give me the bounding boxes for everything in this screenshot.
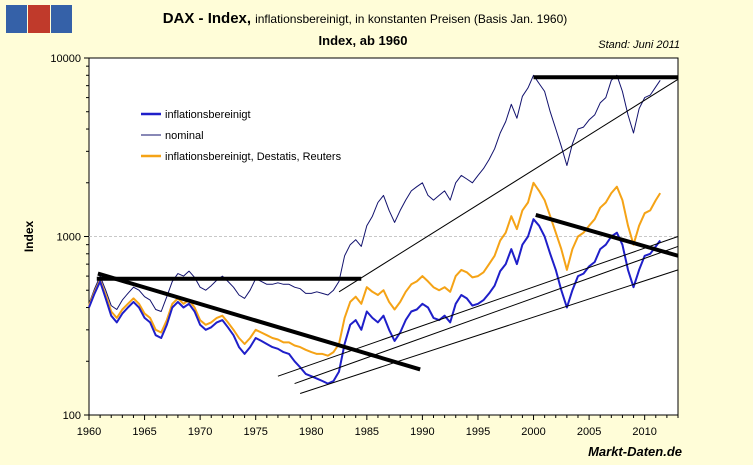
- chart-title-bold: DAX - Index,: [163, 10, 251, 27]
- x-tick-label: 1995: [466, 426, 490, 438]
- legend-label-destatis: inflationsbereinigt, Destatis, Reuters: [165, 151, 342, 163]
- x-tick-label: 2000: [521, 426, 545, 438]
- x-tick-label: 1980: [299, 426, 323, 438]
- x-tick-label: 1970: [188, 426, 212, 438]
- x-tick-label: 2010: [632, 426, 656, 438]
- x-tick-label: 1975: [243, 426, 267, 438]
- y-tick-label: 100: [63, 410, 81, 422]
- x-tick-label: 1965: [132, 426, 156, 438]
- trendline-real-support-upper: [294, 245, 679, 385]
- trendline-real-down-2000: [535, 213, 679, 258]
- y-tick-label: 1000: [57, 232, 81, 244]
- legend-label-real: inflationsbereinigt: [165, 109, 251, 121]
- chart-title-rest: inflationsbereinigt, in konstanten Preis…: [255, 12, 567, 26]
- markt-daten-logo: [6, 5, 72, 33]
- series-line-real: [88, 218, 662, 385]
- trendline-destatis-support: [277, 236, 679, 377]
- y-axis-label: Index: [22, 221, 36, 253]
- x-tick-label: 1990: [410, 426, 434, 438]
- x-tick-label: 2005: [577, 426, 601, 438]
- series-line-destatis: [88, 181, 662, 357]
- stand-date: Stand: Juni 2011: [598, 39, 680, 51]
- legend-label-nominal: nominal: [165, 130, 204, 142]
- x-tick-label: 1985: [355, 426, 379, 438]
- y-tick-label: 10000: [50, 53, 81, 65]
- chart-title: DAX - Index, inflationsbereinigt, in kons…: [163, 10, 568, 27]
- trendline-real-down-1961: [97, 271, 421, 372]
- series-line-nominal: [88, 74, 661, 312]
- x-tick-label: 1960: [77, 426, 101, 438]
- trendline-real-support-lower: [299, 269, 679, 394]
- trendline-nominal-support: [338, 78, 679, 293]
- source-footer: Markt-Daten.de: [588, 444, 682, 459]
- chart-subtitle: Index, ab 1960: [319, 33, 408, 48]
